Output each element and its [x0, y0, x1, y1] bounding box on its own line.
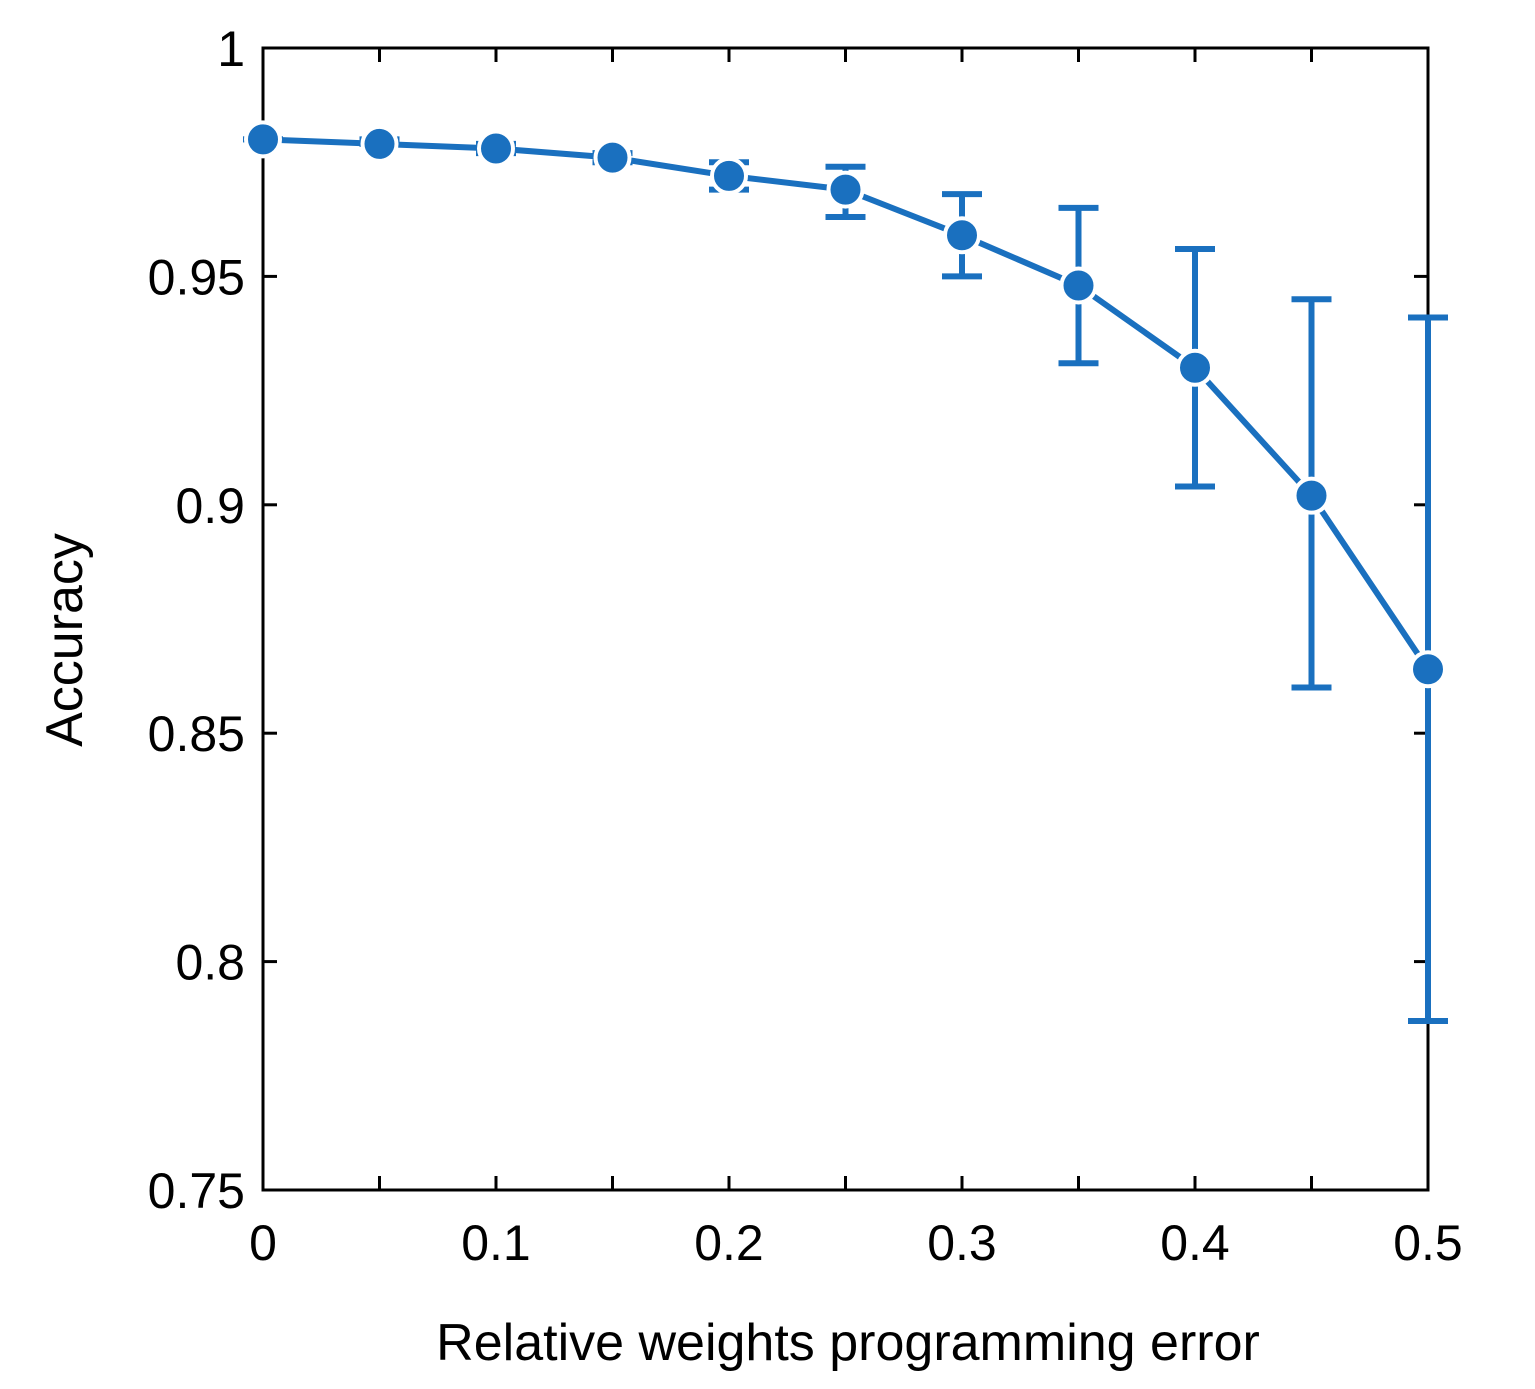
- y-axis-label: Accuracy: [36, 533, 94, 747]
- data-point: [1176, 348, 1214, 387]
- x-tick-label: 0.4: [1160, 1215, 1230, 1271]
- x-tick-label: 0: [249, 1215, 277, 1271]
- data-point: [1292, 476, 1331, 515]
- x-tick-label: 0.5: [1393, 1215, 1463, 1271]
- y-tick-label: 0.85: [148, 706, 245, 762]
- data-point: [360, 124, 399, 163]
- data-point: [593, 138, 632, 177]
- data-point: [943, 216, 981, 255]
- data-point: [710, 156, 748, 195]
- data-point: [826, 170, 865, 209]
- x-tick-label: 0.3: [927, 1215, 997, 1271]
- y-tick-label: 0.9: [175, 478, 245, 534]
- data-series: [243, 120, 1448, 1024]
- data-point: [244, 120, 282, 159]
- y-tick-label: 0.95: [148, 249, 245, 305]
- x-tick-label: 0.2: [694, 1215, 764, 1271]
- ticks: 0 0.1 0.2 0.3 0.4 0.5 0.75 0.8 0.85 0.9 0.95 1: [148, 21, 1463, 1271]
- x-axis-label: Relative weights programming error: [436, 1314, 1260, 1372]
- data-point: [1059, 266, 1098, 305]
- data-point: [1409, 650, 1447, 689]
- y-tick-label: 1: [217, 21, 245, 77]
- data-point: [477, 129, 515, 168]
- y-tick-label: 0.75: [148, 1163, 245, 1219]
- x-tick-label: 0.1: [461, 1215, 531, 1271]
- y-tick-label: 0.8: [175, 935, 245, 991]
